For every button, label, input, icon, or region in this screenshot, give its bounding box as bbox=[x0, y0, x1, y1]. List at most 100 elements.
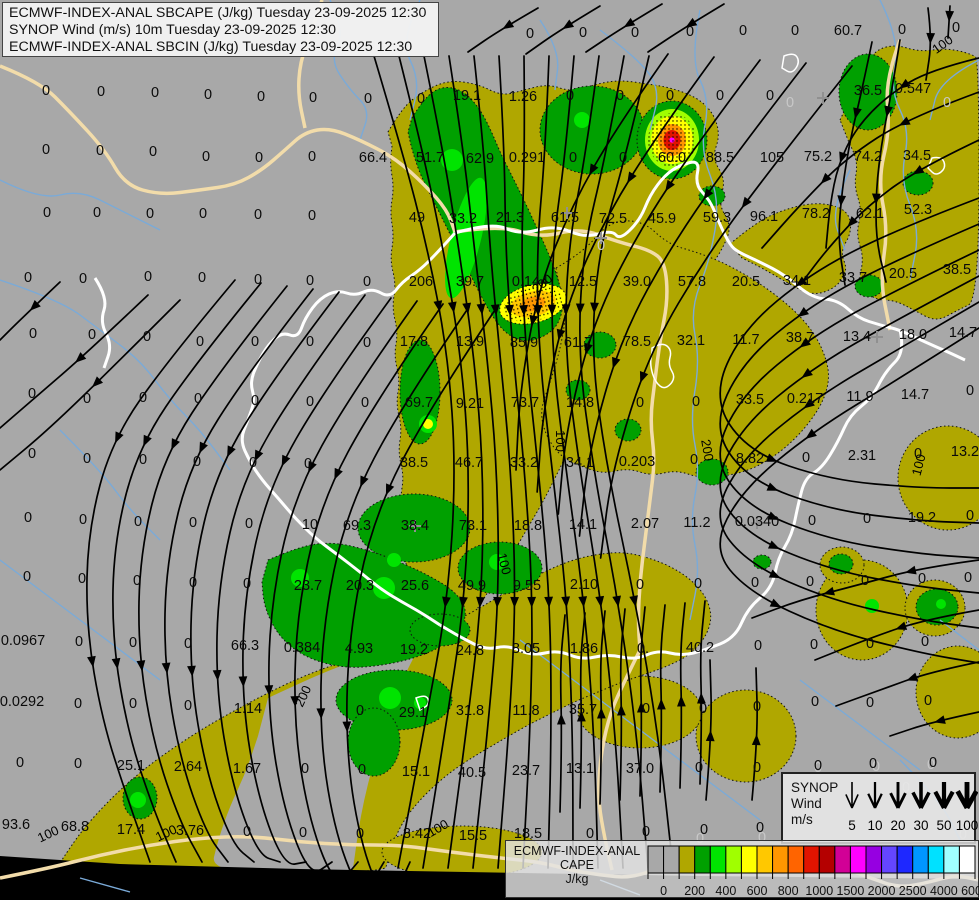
cape-value-label: 78.5 bbox=[623, 334, 651, 350]
cape-value-label: 0 bbox=[42, 142, 50, 158]
wind-speed-label: 100 bbox=[956, 818, 978, 833]
cape-value-label: 0 bbox=[304, 456, 312, 472]
cape-value-label: 8.05 bbox=[512, 641, 540, 657]
cape-value-label: 0 bbox=[417, 91, 425, 107]
cape-value-label: 39.7 bbox=[456, 274, 484, 290]
cape-value-label: 62.9 bbox=[466, 151, 494, 167]
cape-value-label: 0.384 bbox=[284, 640, 320, 656]
cape-value-label: 1.14 bbox=[234, 701, 262, 717]
cape-value-label: 0.0292 bbox=[0, 694, 44, 710]
cape-value-label: 19.1 bbox=[453, 88, 481, 104]
colorbar-cell bbox=[912, 845, 929, 874]
cape-value-label: 68.8 bbox=[61, 819, 89, 835]
cape-value-label: 38.5 bbox=[400, 455, 428, 471]
cape-value-label: 60.7 bbox=[834, 23, 862, 39]
cape-value-label: 0 bbox=[308, 149, 316, 165]
cape-value-label: 0 bbox=[364, 91, 372, 107]
cape-value-label: 62.1 bbox=[856, 206, 884, 222]
cape-value-label: 3.76 bbox=[176, 823, 204, 839]
cape-value-label: 2.31 bbox=[848, 448, 876, 464]
colorbar-cell bbox=[647, 845, 665, 874]
wind-arrow-icon bbox=[845, 782, 860, 809]
cape-value-label: 2.07 bbox=[631, 516, 659, 532]
cape-value-label: 0 bbox=[924, 693, 932, 709]
cape-value-label: 73.7 bbox=[511, 395, 539, 411]
cape-value-label: 0 bbox=[791, 23, 799, 39]
cape-value-label: 0 bbox=[966, 508, 974, 524]
colorbar-cell bbox=[881, 845, 898, 874]
cape-value-label: 0 bbox=[363, 335, 371, 351]
cape-value-label: 0 bbox=[866, 636, 874, 652]
wind-streamlines bbox=[0, 3, 979, 898]
cape-value-label: 0 bbox=[299, 825, 307, 841]
colorbar-cell bbox=[694, 845, 711, 874]
colorbar-cell bbox=[927, 845, 945, 874]
cape-colorbar: 0 200 400 600 800 100015002000250040006000 bbox=[647, 845, 979, 898]
cin-value-label: 0 bbox=[872, 759, 880, 775]
colorbar-tick-label: 200 bbox=[684, 884, 706, 898]
cape-value-label: 39.0 bbox=[623, 274, 651, 290]
cape-value-label: 61.5 bbox=[551, 210, 579, 226]
cape-value-label: 0 bbox=[146, 206, 154, 222]
cape-value-label: 0 bbox=[810, 637, 818, 653]
cape-value-label: 0 bbox=[83, 391, 91, 407]
cin-value-label: 0 bbox=[758, 830, 766, 846]
cape-value-label: 0 bbox=[74, 696, 82, 712]
title-synop-wind: SYNOP Wind (m/s) 10m Tuesday 23-09-2025 … bbox=[9, 22, 336, 38]
cape-value-label: 0 bbox=[309, 90, 317, 106]
cape-value-label: 0 bbox=[301, 761, 309, 777]
cape-value-label: 0 bbox=[42, 83, 50, 99]
cape-value-label: 1.26 bbox=[509, 89, 537, 105]
cape-value-label: 66.3 bbox=[231, 638, 259, 654]
cape-value-label: 8.42 bbox=[403, 826, 431, 842]
cape-value-label: 0 bbox=[914, 446, 922, 462]
cape-value-label: 0 bbox=[257, 89, 265, 105]
cape-value-label: 0 bbox=[631, 25, 639, 41]
cape-value-label: 45.9 bbox=[648, 211, 676, 227]
cape-value-label: 11.8 bbox=[512, 703, 539, 719]
wind-speed-label: 30 bbox=[914, 818, 929, 833]
colorbar-tick-label: 2000 bbox=[867, 884, 896, 898]
cape-value-label: 1.86 bbox=[570, 641, 598, 657]
cape-value-label: 0 bbox=[29, 326, 37, 342]
cape-value-label: 0 bbox=[16, 755, 24, 771]
cape-colorbar-svg bbox=[647, 845, 976, 879]
cape-value-label: 0 bbox=[619, 150, 627, 166]
cape-value-label: 105 bbox=[760, 150, 784, 166]
cape-value-label: 0 bbox=[249, 455, 257, 471]
colorbar-cell bbox=[709, 845, 727, 874]
cape-value-label: 35.7 bbox=[569, 702, 597, 718]
cape-value-label: 38.4 bbox=[401, 518, 429, 534]
cape-value-label: 0 bbox=[526, 26, 534, 42]
cape-value-label: 0 bbox=[869, 756, 877, 772]
cape-value-label: 0 bbox=[766, 88, 774, 104]
contour-label: 100 bbox=[494, 551, 514, 576]
wind-legend-box: SYNOP Wind m/s 5 10 20 30 50 100 bbox=[781, 772, 979, 844]
colorbar-cell bbox=[849, 845, 867, 874]
colorbar-cell bbox=[958, 845, 976, 874]
cape-legend-param: CAPE bbox=[559, 858, 595, 872]
cape-legend-label: ECMWF-INDEX-ANAL CAPE J/kg bbox=[512, 844, 642, 886]
wind-legend-units: m/s bbox=[791, 812, 813, 827]
cape-value-label: 1.67 bbox=[233, 761, 261, 777]
cape-value-label: 0 bbox=[251, 393, 259, 409]
cape-value-label: 0 bbox=[74, 756, 82, 772]
cape-value-label: 0 bbox=[716, 88, 724, 104]
cape-value-label: 72.5 bbox=[599, 211, 627, 227]
cape-value-label: 19.2 bbox=[400, 642, 428, 658]
cape-value-label: 0 bbox=[199, 206, 207, 222]
cape-value-label: 0 bbox=[144, 269, 152, 285]
colorbar-tick-label: 0 bbox=[660, 884, 668, 898]
colorbar-tick-label: 2500 bbox=[898, 884, 927, 898]
cape-value-label: 2.64 bbox=[174, 759, 202, 775]
sbcape-value-labels: 0 0 0 0 0 0 60.7 0 00 0 0 0 0 0 0 0 19.1 1.26 0 0 0 0 0 36.5 0.5… bbox=[0, 20, 979, 844]
station-plus-marker bbox=[817, 92, 829, 104]
cape-value-label: 37.0 bbox=[626, 761, 654, 777]
cape-value-label: 73.1 bbox=[459, 518, 487, 534]
cape-value-label: 0 bbox=[193, 454, 201, 470]
cape-value-label: 0 bbox=[28, 446, 36, 462]
cape-value-label: 0 bbox=[699, 701, 707, 717]
cape-value-label: 18.0 bbox=[899, 327, 927, 343]
wind-speed-label: 10 bbox=[868, 818, 883, 833]
